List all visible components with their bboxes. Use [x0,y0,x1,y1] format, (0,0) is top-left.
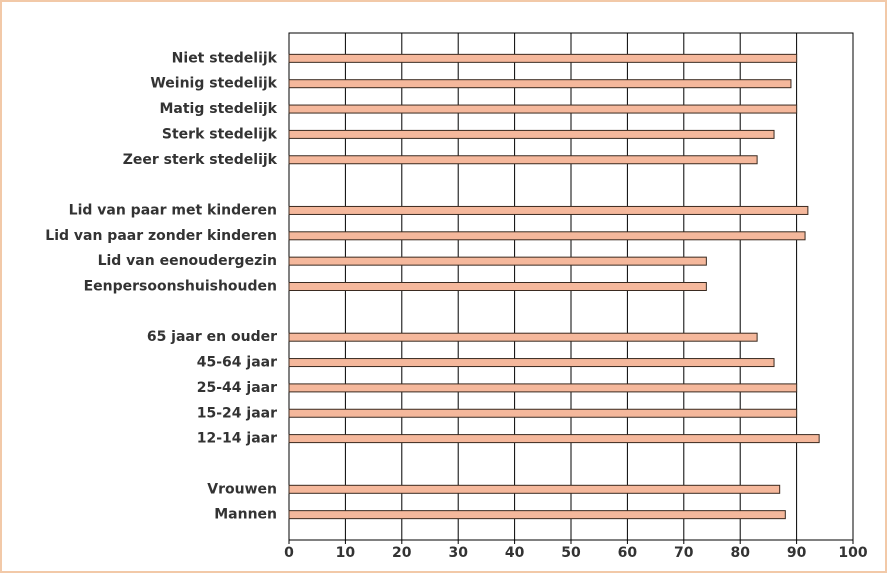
y-tick-label: Lid van eenoudergezin [98,253,277,269]
y-tick-label: Vrouwen [207,481,277,497]
bar [288,256,707,266]
x-tick-label: 40 [505,545,525,561]
bar [288,129,775,139]
y-tick-label: 12-14 jaar [197,431,277,447]
x-tick-label: 10 [336,545,356,561]
x-tick-label: 0 [284,545,294,561]
y-tick-label: 65 jaar en ouder [147,329,277,345]
y-tick-label: Matig stedelijk [159,101,277,117]
y-tick-label: Weinig stedelijk [150,76,277,92]
bar [288,510,786,520]
bar [288,104,798,114]
bar [288,79,792,89]
bar [288,53,798,63]
x-tick-label: 90 [787,545,807,561]
bar [288,282,707,291]
bar [288,231,806,241]
bar [288,155,758,165]
x-tick-label: 70 [674,545,694,561]
x-tick-label: 30 [448,545,468,561]
y-tick-label: Eenpersoonshuishouden [84,279,277,295]
x-tick-label: 50 [561,545,581,561]
bar [288,332,758,342]
bar [288,434,820,444]
y-tick-label: 45-64 jaar [197,355,277,371]
y-tick-label: Lid van paar zonder kinderen [45,228,277,244]
bar [288,383,798,393]
bar [288,205,809,215]
x-tick-label: 20 [392,545,412,561]
y-tick-label: Mannen [214,507,277,523]
y-tick-label: Niet stedelijk [172,50,278,66]
bar [288,358,775,368]
y-tick-label: Lid van paar met kinderen [69,202,277,218]
y-tick-label: 15-24 jaar [197,405,277,421]
x-tick-label: 100 [838,545,867,561]
y-tick-label: Sterk stedelijk [162,126,278,142]
x-tick-label: 80 [730,545,750,561]
y-tick-label: Zeer sterk stedelijk [123,152,278,168]
bar [288,484,781,494]
y-tick-label: 25-44 jaar [197,380,277,396]
x-tick-label: 60 [618,545,638,561]
bar [288,408,798,418]
